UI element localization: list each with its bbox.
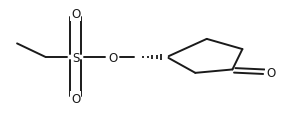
Text: O: O [266,67,276,80]
Text: S: S [72,51,79,64]
Text: O: O [71,93,80,105]
Text: O: O [71,8,80,21]
Text: O: O [108,51,117,64]
